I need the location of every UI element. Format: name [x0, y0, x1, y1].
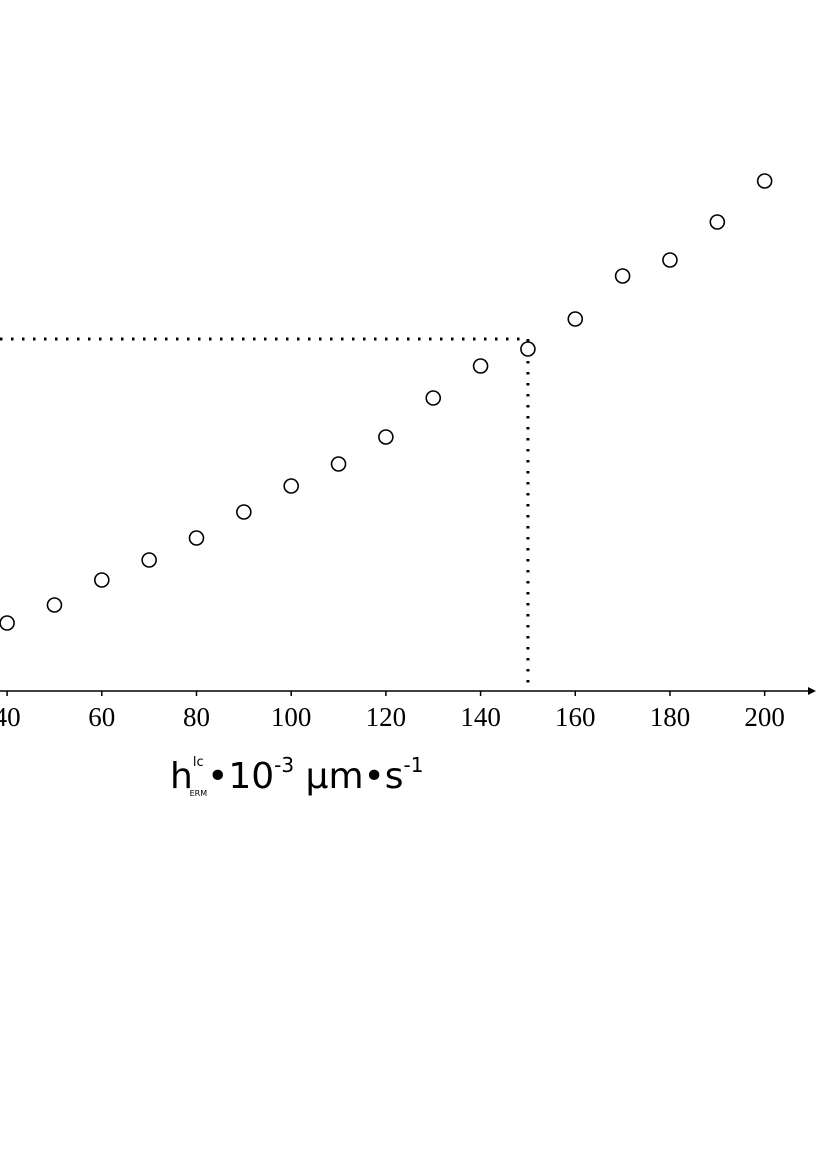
x-tick-label: 200: [744, 702, 785, 732]
x-label-base: h: [170, 756, 193, 797]
data-point: [662, 252, 678, 268]
data-point: [141, 552, 157, 568]
x-label-sup: lc: [193, 755, 204, 770]
data-point: [236, 504, 252, 520]
data-point: [378, 429, 394, 445]
data-point: [283, 478, 299, 494]
data-point: [520, 341, 536, 357]
x-label-unit-exp: -1: [404, 753, 424, 777]
x-tick-label: 180: [650, 702, 691, 732]
x-tick-label: 160: [555, 702, 596, 732]
data-point: [425, 390, 442, 406]
x-label-mid: •10: [207, 756, 274, 797]
x-tick-label: 140: [460, 702, 501, 732]
data-point: [756, 173, 773, 189]
data-point: [567, 311, 584, 327]
x-tick-label: 60: [88, 702, 115, 732]
axis-arrow: [808, 687, 816, 695]
x-tick-label: 80: [183, 702, 210, 732]
data-point: [472, 358, 489, 374]
data-point: [709, 214, 726, 230]
data-point: [188, 530, 205, 546]
x-axis-label: hlc ERM•10-3 μm•s-1: [170, 753, 423, 798]
x-tick-label: 100: [271, 702, 312, 732]
x-label-unit: μm•s: [294, 756, 403, 797]
data-point: [93, 572, 110, 588]
x-label-exp: -3: [274, 753, 294, 777]
data-point: [330, 456, 347, 472]
x-tick-label: 40: [0, 702, 21, 732]
x-tick-label: 120: [366, 702, 407, 732]
data-point: [46, 597, 63, 613]
data-point: [614, 268, 631, 284]
x-label-sub: ERM: [190, 789, 208, 798]
data-point: [0, 615, 15, 631]
